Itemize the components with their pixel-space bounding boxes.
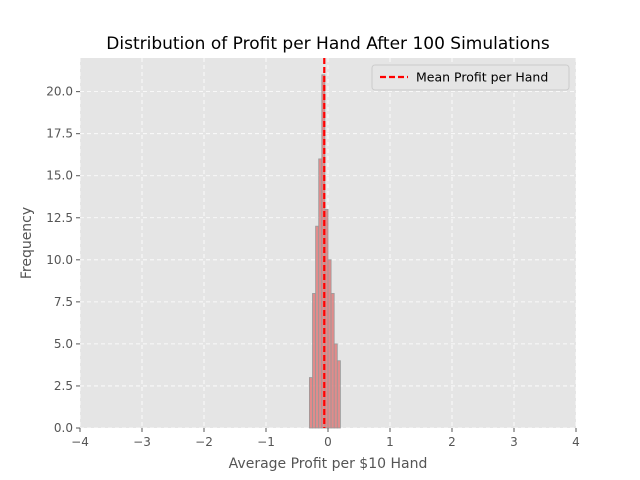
histogram-bar [336, 360, 341, 429]
x-tick-label: 2 [448, 435, 456, 449]
histogram-bar [312, 293, 316, 429]
y-axis-ticks: 0.0 2.5 5.0 7.5 10.0 12.5 15.0 17.5 20.0 [46, 85, 80, 435]
x-axis-label: Average Profit per $10 Hand [229, 456, 428, 472]
x-tick-label: −1 [257, 435, 275, 449]
y-tick-label: 17.5 [46, 127, 73, 141]
histogram-bar [330, 293, 335, 429]
y-tick-label: 15.0 [46, 169, 73, 183]
y-tick-label: 20.0 [46, 85, 73, 99]
histogram-bar [333, 343, 338, 429]
x-tick-label: −3 [133, 435, 151, 449]
y-axis-label: Frequency [19, 207, 35, 279]
x-tick-label: −2 [195, 435, 213, 449]
x-tick-label: −4 [71, 435, 89, 449]
y-tick-label: 10.0 [46, 253, 73, 267]
y-tick-label: 2.5 [54, 379, 73, 393]
histogram-bar [318, 158, 323, 429]
y-tick-label: 5.0 [54, 337, 73, 351]
chart-title: Distribution of Profit per Hand After 10… [106, 34, 550, 54]
legend-box [371, 64, 570, 91]
y-tick-label: 7.5 [54, 295, 73, 309]
x-tick-label: 4 [572, 435, 580, 449]
x-tick-label: 0 [324, 435, 332, 449]
legend: Mean Profit per Hand [371, 64, 570, 91]
legend-label: Mean Profit per Hand [416, 70, 548, 85]
histogram-bar [315, 225, 320, 429]
histogram-bar [308, 377, 313, 429]
x-tick-label: 3 [510, 435, 518, 449]
x-axis-ticks: −4 −3 −2 −1 0 1 2 3 4 [71, 428, 580, 449]
x-tick-label: 1 [386, 435, 394, 449]
y-tick-label: 12.5 [46, 211, 73, 225]
histogram-bar [327, 259, 332, 429]
y-tick-label: 0.0 [54, 421, 73, 435]
